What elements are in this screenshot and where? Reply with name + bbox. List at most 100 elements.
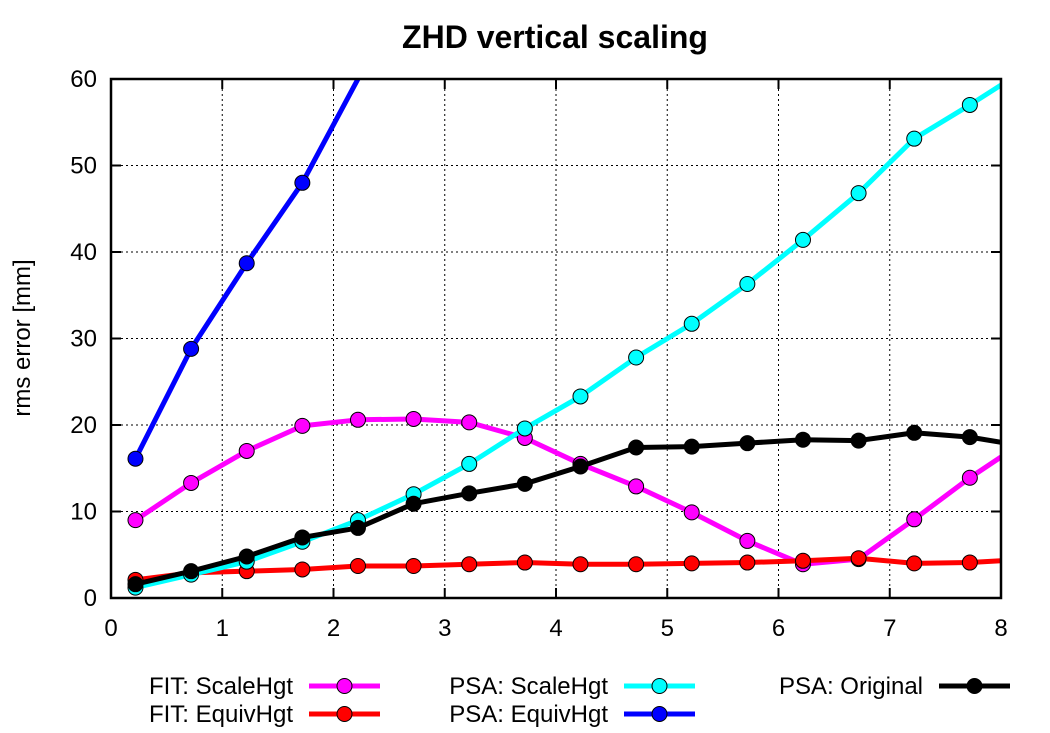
series-2 (127, 82, 1001, 596)
data-point (683, 555, 700, 572)
data-point (739, 532, 756, 549)
data-point (961, 429, 978, 446)
data-point (850, 185, 867, 202)
data-point (794, 231, 811, 248)
y-tick-label: 30 (70, 326, 97, 353)
data-point (961, 554, 978, 571)
legend-entry: PSA: Original (779, 673, 1010, 700)
grid-lines (111, 79, 1001, 598)
legend-swatch-marker (336, 706, 353, 722)
data-point (238, 548, 255, 565)
legend-entry: PSA: EquivHgt (449, 701, 695, 728)
data-point (516, 475, 533, 492)
data-point (461, 556, 478, 573)
legend-swatch-marker (651, 706, 668, 722)
data-point (127, 576, 144, 593)
data-point (183, 340, 200, 357)
legend-entry: FIT: ScaleHgt (149, 673, 380, 700)
series-line (134, 82, 1001, 591)
series-line (135, 555, 1001, 583)
y-tick-label: 0 (84, 585, 97, 612)
data-point (683, 315, 700, 332)
legend-entry: FIT: EquivHgt (149, 701, 380, 728)
series-3 (127, 79, 361, 467)
data-point (294, 417, 311, 434)
data-point (906, 424, 923, 441)
data-point (906, 130, 923, 147)
series-4 (127, 424, 1001, 593)
axis-ticks: 0 1 2 3 4 5 6 7 8 0 10 20 30 40 50 60 (70, 66, 1007, 642)
x-tick-label: 5 (661, 615, 674, 642)
data-point (461, 414, 478, 431)
y-tick-label: 20 (70, 412, 97, 439)
data-point (739, 276, 756, 293)
data-point (405, 557, 422, 574)
data-point (516, 554, 533, 571)
data-point (628, 439, 645, 456)
legend-swatch-marker (966, 678, 983, 694)
plot-frame (109, 77, 1003, 600)
data-point (628, 478, 645, 495)
x-tick-label: 2 (327, 615, 340, 642)
x-tick-label: 4 (549, 615, 562, 642)
data-point (683, 438, 700, 455)
data-point (739, 435, 756, 452)
x-tick-label: 0 (104, 615, 117, 642)
data-point (628, 349, 645, 366)
data-point (739, 554, 756, 571)
y-tick-label: 60 (70, 66, 97, 93)
data-point (294, 561, 311, 578)
legend-label: FIT: EquivHgt (149, 701, 293, 728)
legend-label: PSA: Original (779, 673, 923, 700)
data-point (294, 529, 311, 546)
data-point (405, 410, 422, 427)
data-point (238, 442, 255, 459)
data-point (238, 255, 255, 272)
x-tick-label: 1 (216, 615, 229, 642)
data-point (294, 174, 311, 191)
y-axis-label: rms error [mm] (9, 259, 36, 416)
legend-swatch-marker (336, 678, 353, 694)
legend-label: FIT: ScaleHgt (149, 673, 293, 700)
x-tick-label: 7 (883, 615, 896, 642)
data-point (961, 96, 978, 113)
data-point (850, 432, 867, 449)
data-point (183, 474, 200, 491)
data-point (794, 431, 811, 448)
y-tick-label: 50 (70, 153, 97, 180)
series-layer (127, 79, 1001, 596)
x-tick-label: 3 (438, 615, 451, 642)
data-point (349, 411, 366, 428)
data-point (572, 388, 589, 405)
data-point (906, 555, 923, 572)
data-point (572, 458, 589, 475)
data-point (405, 495, 422, 512)
x-tick-label: 8 (994, 615, 1007, 642)
legend-label: PSA: EquivHgt (449, 701, 608, 728)
data-point (349, 557, 366, 574)
y-tick-label: 10 (70, 499, 97, 526)
series-0 (127, 410, 1001, 573)
chart-title: ZHD vertical scaling (402, 19, 708, 55)
data-point (461, 455, 478, 472)
data-point (516, 420, 533, 437)
x-tick-label: 6 (772, 615, 785, 642)
legend-label: PSA: ScaleHgt (449, 673, 608, 700)
data-point (628, 556, 645, 573)
data-point (572, 556, 589, 573)
data-point (961, 469, 978, 486)
series-1 (127, 550, 1001, 588)
data-point (183, 563, 200, 580)
legend-swatch-marker (651, 678, 668, 694)
data-point (906, 511, 923, 528)
data-point (794, 552, 811, 569)
data-point (683, 504, 700, 521)
data-point (461, 485, 478, 502)
data-point (349, 519, 366, 536)
data-point (127, 512, 144, 529)
data-point (850, 550, 867, 567)
legend-entry: PSA: ScaleHgt (449, 673, 695, 700)
data-point (127, 450, 144, 467)
